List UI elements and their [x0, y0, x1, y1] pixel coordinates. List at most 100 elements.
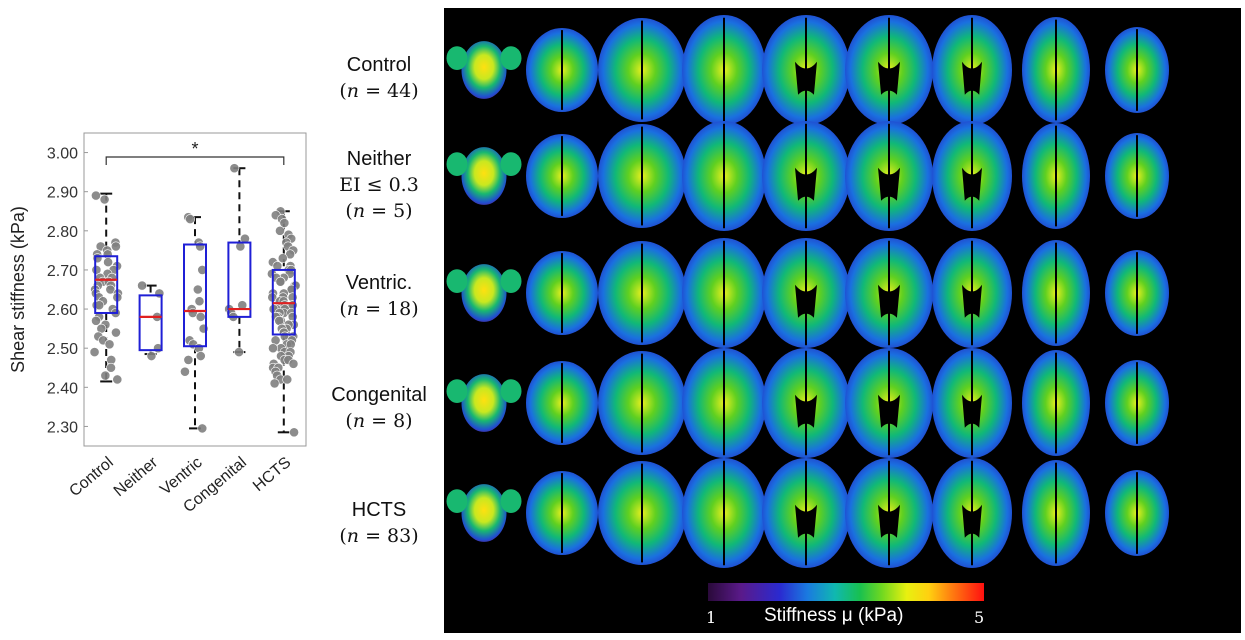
brain-slice — [1105, 360, 1169, 446]
y-tick-label: 2.40 — [47, 380, 78, 397]
data-point — [91, 315, 101, 326]
cerebellum-shape — [461, 374, 507, 432]
temporal-lobe-shape — [446, 379, 468, 403]
iqr-box — [227, 241, 252, 318]
colorbar-min-label: 1 — [706, 608, 717, 627]
brain-slice — [1022, 350, 1090, 456]
iqr-box — [183, 243, 207, 348]
plot-area — [83, 132, 307, 447]
data-point — [275, 225, 285, 236]
iqr-box — [94, 255, 119, 314]
brain-slice — [1022, 460, 1090, 566]
temporal-lobe-shape — [500, 152, 522, 177]
brain-slice — [682, 348, 766, 458]
brain-slice — [1105, 27, 1169, 113]
brain-slice — [598, 461, 686, 565]
brain-slice — [598, 18, 686, 122]
data-point — [106, 362, 116, 373]
data-point — [180, 366, 190, 377]
y-tick-label: 2.70 — [47, 263, 78, 280]
brain-slice — [932, 238, 1012, 348]
significance-star: * — [191, 139, 198, 159]
x-tick-label: Control — [66, 454, 116, 500]
data-point — [89, 347, 100, 357]
temporal-lobe-shape — [446, 46, 468, 70]
y-tick-label: 2.80 — [47, 224, 78, 241]
data-point — [137, 280, 147, 291]
data-point — [185, 214, 196, 224]
brain-slice — [682, 15, 766, 125]
data-point — [269, 378, 280, 389]
brain-slice — [932, 458, 1012, 568]
data-point — [183, 355, 194, 365]
colorbar-max-label: 5 — [974, 608, 985, 627]
data-point — [277, 253, 288, 264]
data-point — [91, 265, 102, 275]
brain-slice — [762, 15, 850, 125]
data-point — [146, 351, 157, 361]
x-tick-label: Neither — [111, 454, 162, 501]
brain-slice — [598, 351, 686, 455]
brain-slice — [446, 41, 522, 99]
y-tick-label: 2.30 — [47, 419, 78, 436]
y-axis-label: Shear stiffness (kPa) — [8, 206, 28, 373]
brain-slice — [845, 458, 933, 568]
data-point — [195, 241, 206, 252]
brain-slice — [1105, 133, 1169, 219]
brain-slice — [1022, 17, 1090, 123]
data-point — [103, 257, 113, 268]
y-tick-label: 2.60 — [47, 302, 78, 319]
brain-slice — [526, 471, 598, 555]
cerebellum-shape — [461, 41, 507, 99]
row-label-neither: Neither EI ≤ 0.3 (n = 5) — [339, 148, 419, 222]
temporal-lobe-shape — [500, 489, 522, 513]
brain-slice — [446, 147, 522, 205]
data-point — [105, 284, 116, 295]
brain-slice — [932, 121, 1012, 231]
row-label-congenital: Congenital (n = 8) — [331, 384, 427, 432]
y-tick-label: 3.00 — [47, 146, 78, 163]
cerebellum-shape — [461, 147, 507, 205]
x-tick-label: HCTS — [250, 454, 294, 495]
colorbar-title: Stiffness μ (kPa) — [764, 605, 904, 626]
brain-slice — [446, 484, 522, 542]
row-label-hcts: HCTS (n = 83) — [339, 499, 419, 547]
data-point — [289, 427, 299, 438]
brain-slice — [446, 374, 522, 432]
brain-slice — [762, 121, 850, 231]
box-control — [89, 190, 123, 385]
cerebellum-shape — [461, 264, 507, 322]
box-hcts — [266, 206, 301, 438]
data-point — [104, 339, 115, 350]
data-point — [111, 327, 121, 338]
brain-slice — [845, 15, 933, 125]
significance-bracket — [105, 156, 285, 165]
temporal-lobe-shape — [446, 489, 468, 513]
brain-slice — [762, 348, 850, 458]
brain-slices-grid — [446, 15, 1169, 568]
data-point — [279, 218, 290, 228]
brain-slice — [446, 264, 522, 322]
box-ventric — [180, 212, 209, 434]
data-point — [99, 194, 110, 205]
data-point — [195, 311, 206, 322]
data-point — [282, 374, 293, 385]
brain-slice — [598, 124, 686, 228]
brain-slice — [932, 348, 1012, 458]
data-point — [275, 276, 286, 287]
box-neither — [137, 280, 165, 361]
temporal-lobe-shape — [500, 269, 522, 293]
cerebellum-shape — [461, 484, 507, 542]
brain-slice — [762, 458, 850, 568]
iqr-box — [138, 294, 163, 352]
data-point — [112, 374, 123, 385]
brain-slice — [682, 121, 766, 231]
temporal-lobe-shape — [500, 379, 522, 403]
brain-slice — [762, 238, 850, 348]
brain-slice — [1022, 123, 1090, 229]
temporal-lobe-shape — [446, 152, 468, 177]
row-label-ventric: Ventric. (n = 18) — [339, 272, 419, 320]
brain-slice — [526, 134, 598, 218]
brain-slice — [932, 15, 1012, 125]
data-point — [288, 358, 299, 369]
